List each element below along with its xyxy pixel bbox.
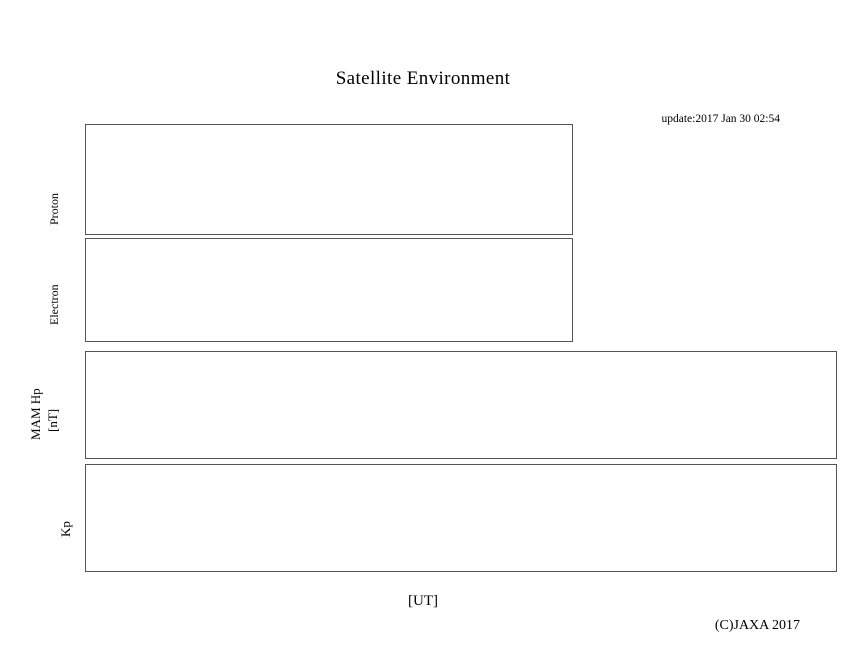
page-title: Satellite Environment xyxy=(335,68,511,89)
y-axis-mam-hp xyxy=(36,351,84,459)
x-axis-labels xyxy=(0,572,846,588)
y-axis-electron xyxy=(32,238,80,342)
y-axis-proton xyxy=(32,124,80,235)
x-axis-title: [UT] xyxy=(408,593,438,609)
copyright-text: (C)JAXA 2017 xyxy=(714,618,800,633)
panel-mam-hp xyxy=(85,351,837,459)
y-axis-kp xyxy=(48,464,96,572)
panel-proton-flux xyxy=(85,124,573,235)
panel-kp xyxy=(85,464,837,572)
panel-electron-flux xyxy=(85,238,573,342)
update-timestamp: update:2017 Jan 30 02:54 xyxy=(661,113,781,125)
